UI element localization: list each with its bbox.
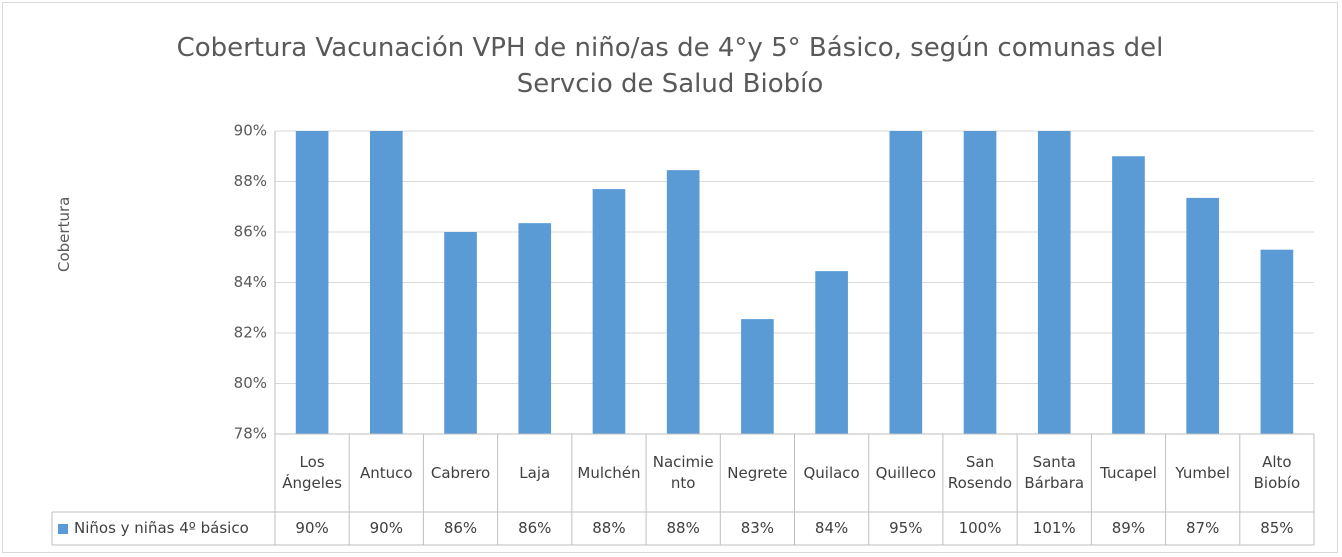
bar	[815, 271, 848, 434]
x-tick-label: Negrete	[727, 463, 788, 482]
legend-swatch	[58, 524, 68, 534]
chart-title: Cobertura Vacunación VPH de niño/as de 4…	[176, 33, 1164, 99]
data-table-value: 90%	[295, 519, 329, 537]
y-tick-label: 86%	[234, 223, 267, 241]
bar	[1037, 131, 1071, 434]
data-table-value: 86%	[518, 519, 552, 537]
data-table-value: 87%	[1185, 519, 1220, 537]
x-tick-label: Los Ángeles	[282, 453, 342, 492]
x-tick-label: Quilleco	[875, 463, 937, 482]
data-table-value: 85%	[1260, 519, 1294, 537]
bar	[295, 131, 329, 434]
y-tick-label: 78%	[234, 425, 267, 443]
bar	[1260, 249, 1294, 434]
x-tick-label: Laja	[519, 463, 551, 482]
x-tick-label: Alto Biobío	[1253, 453, 1301, 492]
data-table-value: 86%	[443, 519, 478, 537]
legend-label: Niños y niñas 4º básico	[74, 519, 249, 537]
bar	[1112, 156, 1145, 434]
y-tick-label: 90%	[234, 122, 267, 140]
y-tick-label: 80%	[234, 374, 267, 392]
y-tick-label: 82%	[234, 324, 267, 342]
x-tick-label: Santa Bárbara	[1024, 453, 1085, 492]
y-tick-label: 88%	[234, 172, 267, 190]
bars	[295, 131, 1294, 434]
x-tick-label: Nacimiento	[652, 453, 714, 492]
data-table-value: 100%	[958, 519, 1002, 537]
bar	[889, 131, 923, 434]
x-tick-label: Antuco	[360, 463, 413, 482]
bar	[741, 319, 774, 434]
data-table-value: 89%	[1111, 519, 1146, 537]
bar	[369, 131, 403, 434]
x-tick-label: Yumbel	[1175, 463, 1230, 482]
bar	[1186, 197, 1220, 434]
bar	[592, 189, 626, 434]
data-table-value: 84%	[814, 519, 849, 537]
data-table-value: 95%	[889, 519, 923, 537]
bar	[518, 223, 552, 434]
data-table-value: 90%	[369, 519, 403, 537]
data-table-value: 88%	[592, 519, 626, 537]
bar	[963, 131, 997, 434]
bar	[666, 170, 700, 434]
data-table-value: 88%	[666, 519, 700, 537]
x-tick-label: Mulchén	[577, 463, 641, 482]
x-tick-label: San Rosendo	[947, 453, 1013, 492]
data-table-value: 83%	[740, 519, 775, 537]
x-tick-label: Tucapel	[1100, 463, 1157, 482]
x-tick-label: Cabrero	[430, 463, 491, 482]
y-tick-label: 84%	[234, 273, 267, 291]
data-table-value: 101%	[1032, 519, 1076, 537]
x-tick-label: Quilaco	[803, 463, 860, 482]
bar	[444, 232, 477, 434]
